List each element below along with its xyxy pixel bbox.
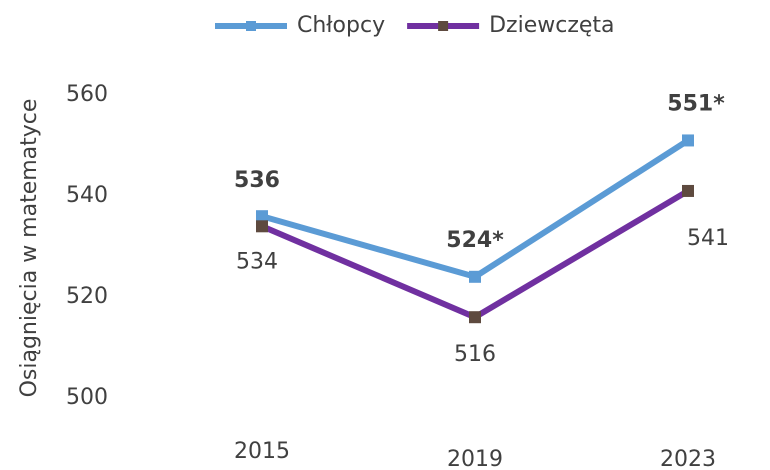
point-marker [469, 311, 481, 324]
x-tick-label: 2015 [234, 439, 290, 464]
x-tick-label: 2023 [660, 447, 716, 470]
data-label: 551* [667, 91, 725, 116]
y-tick-label: 520 [66, 284, 108, 309]
y-tick-label: 500 [66, 385, 108, 410]
point-marker [256, 210, 268, 223]
y-axis-label: Osiągnięcia w matematyce [17, 99, 42, 398]
x-tick-label: 2019 [447, 447, 503, 470]
legend-label: Chłopcy [297, 13, 385, 38]
data-label: 516 [454, 342, 496, 367]
data-label: 534 [236, 249, 278, 274]
point-marker [682, 184, 694, 197]
series-line [260, 188, 690, 321]
legend-label: Dziewczęta [489, 13, 614, 38]
data-label: 541 [687, 226, 729, 251]
data-label: 536 [234, 168, 280, 193]
point-marker [682, 134, 694, 147]
legend-marker [246, 21, 256, 31]
y-tick-label: 560 [66, 82, 108, 107]
point-marker [256, 220, 268, 233]
point-marker [469, 270, 481, 283]
data-label: 524* [446, 228, 504, 253]
y-tick-label: 540 [66, 183, 108, 208]
legend-marker [438, 21, 449, 31]
